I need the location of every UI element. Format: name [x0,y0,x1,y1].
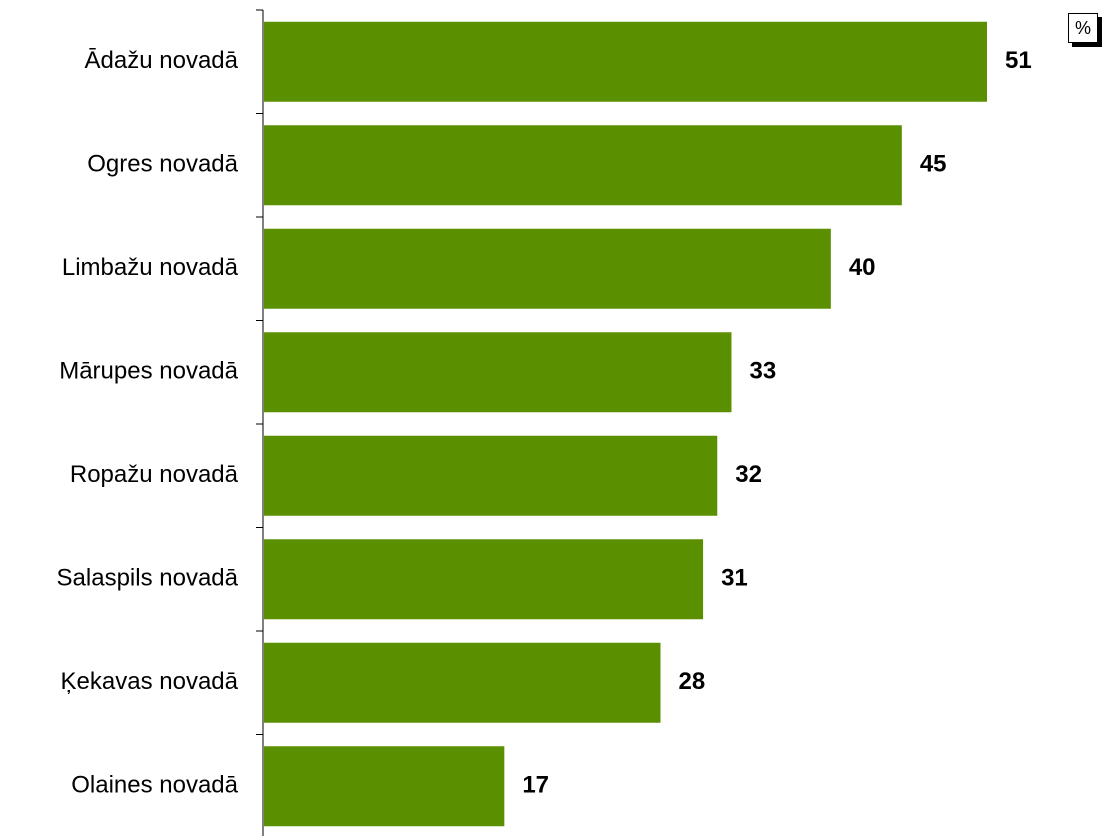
bar [264,539,704,620]
data-label: 28 [678,668,705,695]
category-label: Ropažu novadā [70,461,239,488]
category-label: Ogres novadā [87,151,238,178]
bar [264,125,902,206]
bar [264,21,987,102]
axis-ticks-group [256,9,263,735]
data-label: 51 [1005,47,1032,74]
category-label: Ādažu novadā [85,47,239,74]
category-label: Limbažu novadā [62,254,239,281]
data-label: 31 [721,565,748,592]
category-label: Olaines novadā [71,772,238,799]
bar [264,642,661,723]
bar [264,435,718,516]
data-label: 40 [849,254,876,281]
category-label: Salaspils novadā [57,565,239,592]
bar [264,746,505,827]
category-label: Ķekavas novadā [61,668,239,695]
category-label: Mārupes novadā [59,358,238,385]
data-label: 32 [735,461,762,488]
bars-group: Ādažu novadā 51 Ogres novadā 45 Limbažu nova… [57,21,1032,827]
data-label: 45 [920,151,947,178]
bar [264,332,732,413]
unit-label: % [1068,13,1098,43]
bar [264,228,831,309]
data-label: 33 [749,358,776,385]
data-label: 17 [522,772,549,799]
